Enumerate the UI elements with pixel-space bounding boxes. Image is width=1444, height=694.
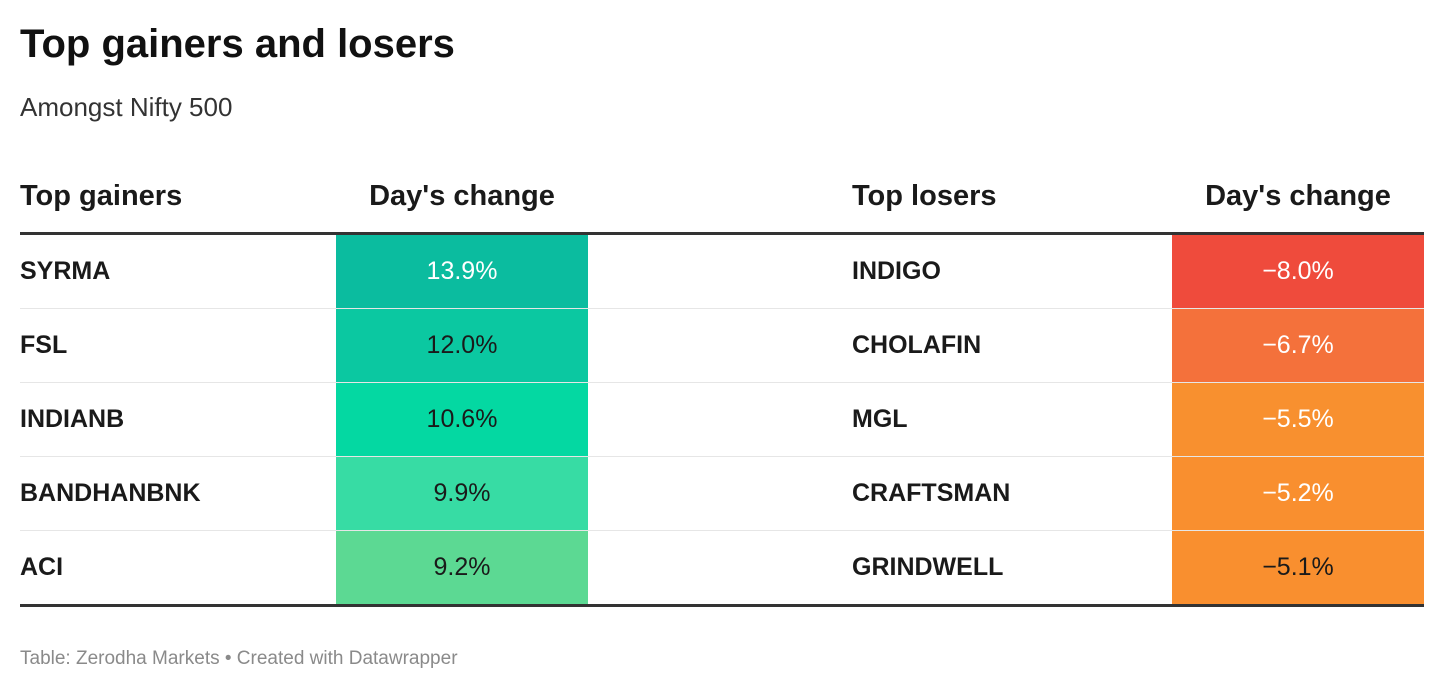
loser-change-cell: −5.5% xyxy=(1172,383,1424,456)
gainer-name: FSL xyxy=(20,331,68,359)
chart-subtitle: Amongst Nifty 500 xyxy=(20,92,233,122)
gainer-change-cell: 12.0% xyxy=(336,309,588,382)
loser-change-cell: −8.0% xyxy=(1172,235,1424,308)
header-cell: Day's change xyxy=(336,160,588,232)
loser-change-cell: −5.1% xyxy=(1172,531,1424,604)
header-gainers-change: Day's change xyxy=(369,179,555,212)
header-cell: Day's change xyxy=(1172,160,1424,232)
loser-name: CHOLAFIN xyxy=(852,331,982,359)
header-cell: Top gainers xyxy=(20,160,336,232)
loser-change: −5.5% xyxy=(1262,405,1334,433)
gainers-losers-table: Top gainers Day's change Top losers Day'… xyxy=(20,160,1424,607)
column-gap xyxy=(588,383,852,456)
column-gap xyxy=(588,457,852,530)
gainer-change-cell: 13.9% xyxy=(336,235,588,308)
table-row: FSL 12.0% CHOLAFIN −6.7% xyxy=(20,309,1424,383)
column-gap xyxy=(588,531,852,604)
loser-change-cell: −5.2% xyxy=(1172,457,1424,530)
column-gap xyxy=(588,160,852,232)
gainer-change-cell: 9.2% xyxy=(336,531,588,604)
gainer-change-cell: 10.6% xyxy=(336,383,588,456)
loser-change: −8.0% xyxy=(1262,257,1334,285)
gainer-change: 9.2% xyxy=(433,553,491,581)
gainer-name-cell: INDIANB xyxy=(20,383,336,456)
loser-name-cell: CRAFTSMAN xyxy=(852,457,1172,530)
header-top-losers: Top losers xyxy=(852,179,997,212)
gainer-name-cell: SYRMA xyxy=(20,235,336,308)
loser-change: −6.7% xyxy=(1262,331,1334,359)
loser-name-cell: INDIGO xyxy=(852,235,1172,308)
loser-name-cell: GRINDWELL xyxy=(852,531,1172,604)
gainer-name: ACI xyxy=(20,553,64,581)
gainer-name-cell: ACI xyxy=(20,531,336,604)
header-cell: Top losers xyxy=(852,160,1172,232)
table-header: Top gainers Day's change Top losers Day'… xyxy=(20,160,1424,235)
loser-change: −5.2% xyxy=(1262,479,1334,507)
gainer-name: BANDHANBNK xyxy=(20,479,201,507)
table-row: INDIANB 10.6% MGL −5.5% xyxy=(20,383,1424,457)
table-row: ACI 9.2% GRINDWELL −5.1% xyxy=(20,531,1424,607)
gainer-name: SYRMA xyxy=(20,257,111,285)
source-footer: Table: Zerodha Markets • Created with Da… xyxy=(20,648,458,669)
loser-name-cell: MGL xyxy=(852,383,1172,456)
header-top-gainers: Top gainers xyxy=(20,179,183,212)
chart-title: Top gainers and losers xyxy=(20,22,455,66)
loser-name: INDIGO xyxy=(852,257,941,285)
table-row: BANDHANBNK 9.9% CRAFTSMAN −5.2% xyxy=(20,457,1424,531)
loser-change-cell: −6.7% xyxy=(1172,309,1424,382)
loser-name: CRAFTSMAN xyxy=(852,479,1011,507)
column-gap xyxy=(588,309,852,382)
gainer-change: 12.0% xyxy=(426,331,498,359)
column-gap xyxy=(588,235,852,308)
gainer-change: 9.9% xyxy=(433,479,491,507)
gainer-change-cell: 9.9% xyxy=(336,457,588,530)
gainer-change: 13.9% xyxy=(426,257,498,285)
loser-change: −5.1% xyxy=(1262,553,1334,581)
loser-name: GRINDWELL xyxy=(852,553,1004,581)
loser-name-cell: CHOLAFIN xyxy=(852,309,1172,382)
loser-name: MGL xyxy=(852,405,908,433)
header-losers-change: Day's change xyxy=(1205,179,1391,212)
gainer-name-cell: BANDHANBNK xyxy=(20,457,336,530)
gainer-name-cell: FSL xyxy=(20,309,336,382)
gainer-change: 10.6% xyxy=(426,405,498,433)
gainer-name: INDIANB xyxy=(20,405,125,433)
table-row: SYRMA 13.9% INDIGO −8.0% xyxy=(20,235,1424,309)
